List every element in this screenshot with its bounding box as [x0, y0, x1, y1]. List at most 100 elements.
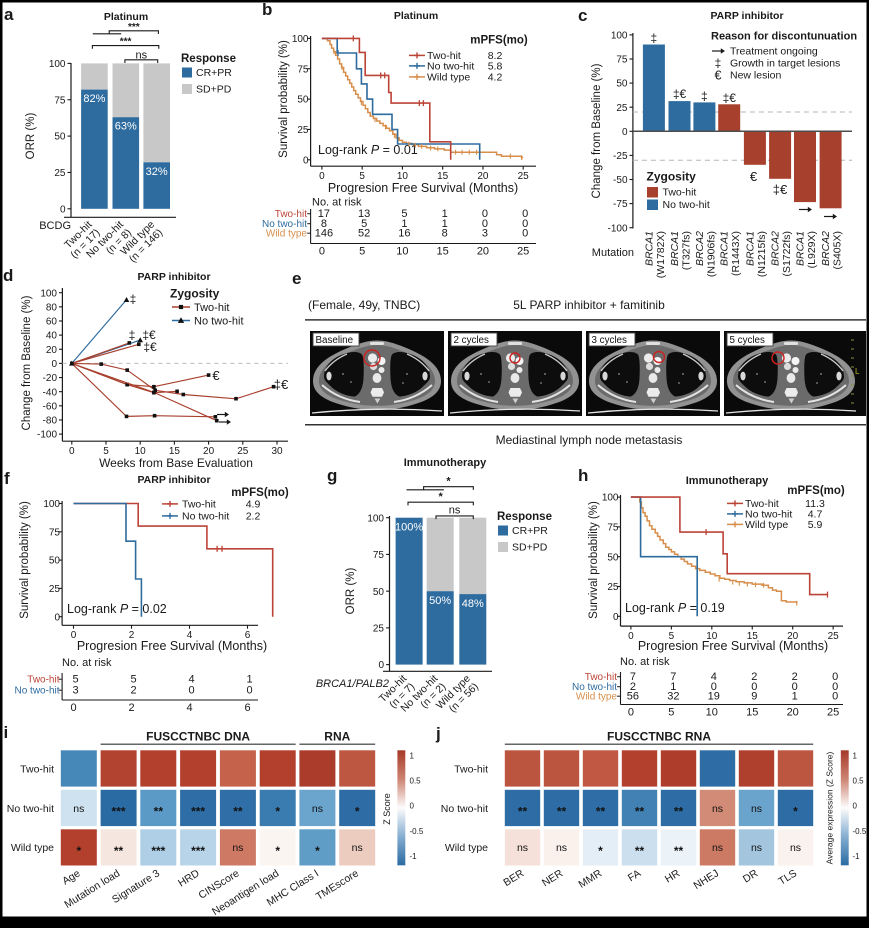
- svg-text:0: 0: [246, 685, 252, 697]
- svg-text:0: 0: [70, 702, 76, 714]
- svg-text:100: 100: [40, 288, 57, 299]
- svg-text:SD+PD: SD+PD: [196, 84, 232, 96]
- svg-text:100: 100: [49, 59, 66, 70]
- svg-text:Two-hit: Two-hit: [454, 763, 488, 775]
- svg-text:Two-hit: Two-hit: [275, 209, 307, 220]
- svg-text:Two-hit: Two-hit: [663, 187, 697, 199]
- svg-text:Z Score: Z Score: [382, 793, 392, 825]
- svg-text:***: ***: [120, 36, 132, 47]
- svg-text:63%: 63%: [115, 121, 137, 133]
- svg-text:(L929X): (L929X): [806, 231, 818, 268]
- svg-text:Reason for discontunuation: Reason for discontunuation: [711, 31, 857, 43]
- svg-text:-0.5: -0.5: [853, 827, 867, 836]
- svg-text:32: 32: [667, 691, 679, 703]
- svg-text:‡€: ‡€: [723, 91, 737, 105]
- svg-text:2 cycles: 2 cycles: [454, 335, 489, 346]
- svg-text:2: 2: [792, 671, 798, 683]
- svg-text:Wild type: Wild type: [11, 842, 54, 854]
- svg-text:5: 5: [72, 674, 78, 686]
- svg-text:BRCA1: BRCA1: [744, 231, 756, 266]
- svg-text:Log-rank P = 0.19: Log-rank P = 0.19: [625, 601, 725, 615]
- svg-text:0: 0: [628, 631, 634, 642]
- svg-text:10: 10: [397, 171, 409, 182]
- svg-text:15: 15: [747, 631, 759, 642]
- svg-text:Change from Baseline (%): Change from Baseline (%): [21, 295, 33, 430]
- svg-text:75: 75: [373, 550, 385, 561]
- svg-text:**: **: [114, 844, 124, 858]
- svg-text:5: 5: [359, 246, 365, 258]
- svg-text:5.9: 5.9: [808, 519, 823, 531]
- svg-text:48%: 48%: [462, 598, 484, 610]
- svg-text:Mutation: Mutation: [592, 247, 634, 259]
- svg-text:60: 60: [46, 317, 58, 328]
- svg-text:d: d: [3, 266, 13, 285]
- svg-text:100: 100: [367, 513, 384, 524]
- svg-text:BRCA1: BRCA1: [795, 231, 807, 266]
- svg-text:PARP inhibitor: PARP inhibitor: [137, 271, 210, 283]
- svg-text:0.5: 0.5: [853, 777, 865, 786]
- svg-text:20: 20: [787, 631, 799, 642]
- svg-text:3 cycles: 3 cycles: [592, 335, 627, 346]
- svg-text:ns: ns: [312, 803, 323, 815]
- svg-text:6: 6: [244, 702, 250, 714]
- svg-text:-75: -75: [613, 199, 628, 210]
- svg-text:(W1782X): (W1782X): [655, 231, 667, 278]
- svg-text:*: *: [275, 804, 280, 818]
- svg-text:0: 0: [522, 208, 528, 220]
- svg-text:Platinum: Platinum: [394, 10, 438, 22]
- svg-text:Response: Response: [181, 53, 236, 65]
- svg-text:**: **: [518, 804, 528, 818]
- svg-text:25: 25: [518, 171, 530, 182]
- svg-text:€: €: [750, 169, 758, 184]
- svg-text:FUSCCTNBC RNA: FUSCCTNBC RNA: [607, 730, 711, 744]
- svg-text:ns: ns: [232, 842, 243, 854]
- svg-text:1: 1: [410, 752, 415, 761]
- svg-text:20: 20: [787, 707, 799, 719]
- svg-text:0: 0: [303, 155, 309, 166]
- svg-text:75: 75: [54, 95, 66, 106]
- svg-text:20: 20: [477, 171, 489, 182]
- svg-text:Response: Response: [497, 511, 552, 523]
- svg-text:5: 5: [401, 208, 407, 220]
- svg-text:1: 1: [670, 681, 676, 693]
- svg-text:Zygosity: Zygosity: [170, 287, 220, 301]
- svg-text:0: 0: [482, 218, 488, 230]
- svg-text:100: 100: [602, 493, 619, 504]
- svg-text:0: 0: [69, 446, 75, 457]
- svg-text:50: 50: [49, 556, 61, 567]
- svg-text:Progresion Free Survival (Mont: Progresion Free Survival (Months): [328, 181, 518, 195]
- svg-text:ns: ns: [751, 803, 762, 815]
- svg-text:25: 25: [49, 584, 61, 595]
- svg-text:0: 0: [522, 218, 528, 230]
- svg-text:0: 0: [628, 707, 634, 719]
- svg-text:1: 1: [246, 674, 252, 686]
- svg-text:No two-hit: No two-hit: [427, 61, 474, 73]
- svg-text:ns: ns: [556, 842, 567, 854]
- svg-text:(S1722fs): (S1722fs): [781, 231, 793, 277]
- svg-text:***: ***: [151, 844, 165, 858]
- svg-text:No two-hit: No two-hit: [194, 315, 244, 327]
- svg-text:6: 6: [245, 630, 251, 641]
- svg-text:50: 50: [297, 95, 309, 106]
- svg-text:4: 4: [711, 671, 717, 683]
- svg-text:***: ***: [112, 804, 126, 818]
- svg-text:0: 0: [188, 685, 194, 697]
- svg-text:Progresion Free Survival (Mont: Progresion Free Survival (Months): [638, 639, 828, 653]
- svg-text:Log-rank P = 0.02: Log-rank P = 0.02: [67, 602, 167, 616]
- svg-text:No. at risk: No. at risk: [312, 197, 362, 209]
- svg-text:4.7: 4.7: [808, 509, 823, 521]
- svg-text:25: 25: [517, 246, 529, 258]
- svg-text:i: i: [4, 723, 9, 742]
- svg-text:BRCA2: BRCA2: [770, 231, 782, 266]
- svg-text:13: 13: [358, 208, 370, 220]
- svg-text:11.3: 11.3: [805, 498, 825, 510]
- svg-text:40: 40: [46, 331, 58, 342]
- svg-text:Growth in target lesions: Growth in target lesions: [730, 58, 840, 70]
- svg-text:Change from Baseline (%): Change from Baseline (%): [591, 63, 603, 198]
- svg-text:10: 10: [135, 446, 147, 457]
- svg-text:Two-hit: Two-hit: [585, 672, 617, 683]
- svg-text:ns: ns: [449, 504, 461, 516]
- svg-text:4: 4: [186, 702, 192, 714]
- svg-text:FA: FA: [626, 867, 643, 884]
- svg-text:SD+PD: SD+PD: [512, 542, 548, 554]
